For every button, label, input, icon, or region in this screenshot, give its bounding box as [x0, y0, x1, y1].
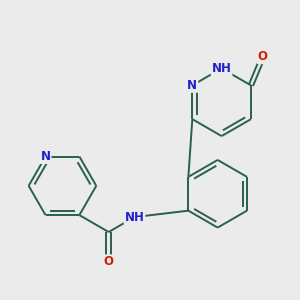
Text: NH: NH — [212, 62, 232, 75]
Text: N: N — [40, 150, 51, 163]
Text: O: O — [104, 255, 114, 268]
Text: NH: NH — [124, 211, 144, 224]
Text: N: N — [187, 79, 197, 92]
Text: O: O — [258, 50, 268, 63]
